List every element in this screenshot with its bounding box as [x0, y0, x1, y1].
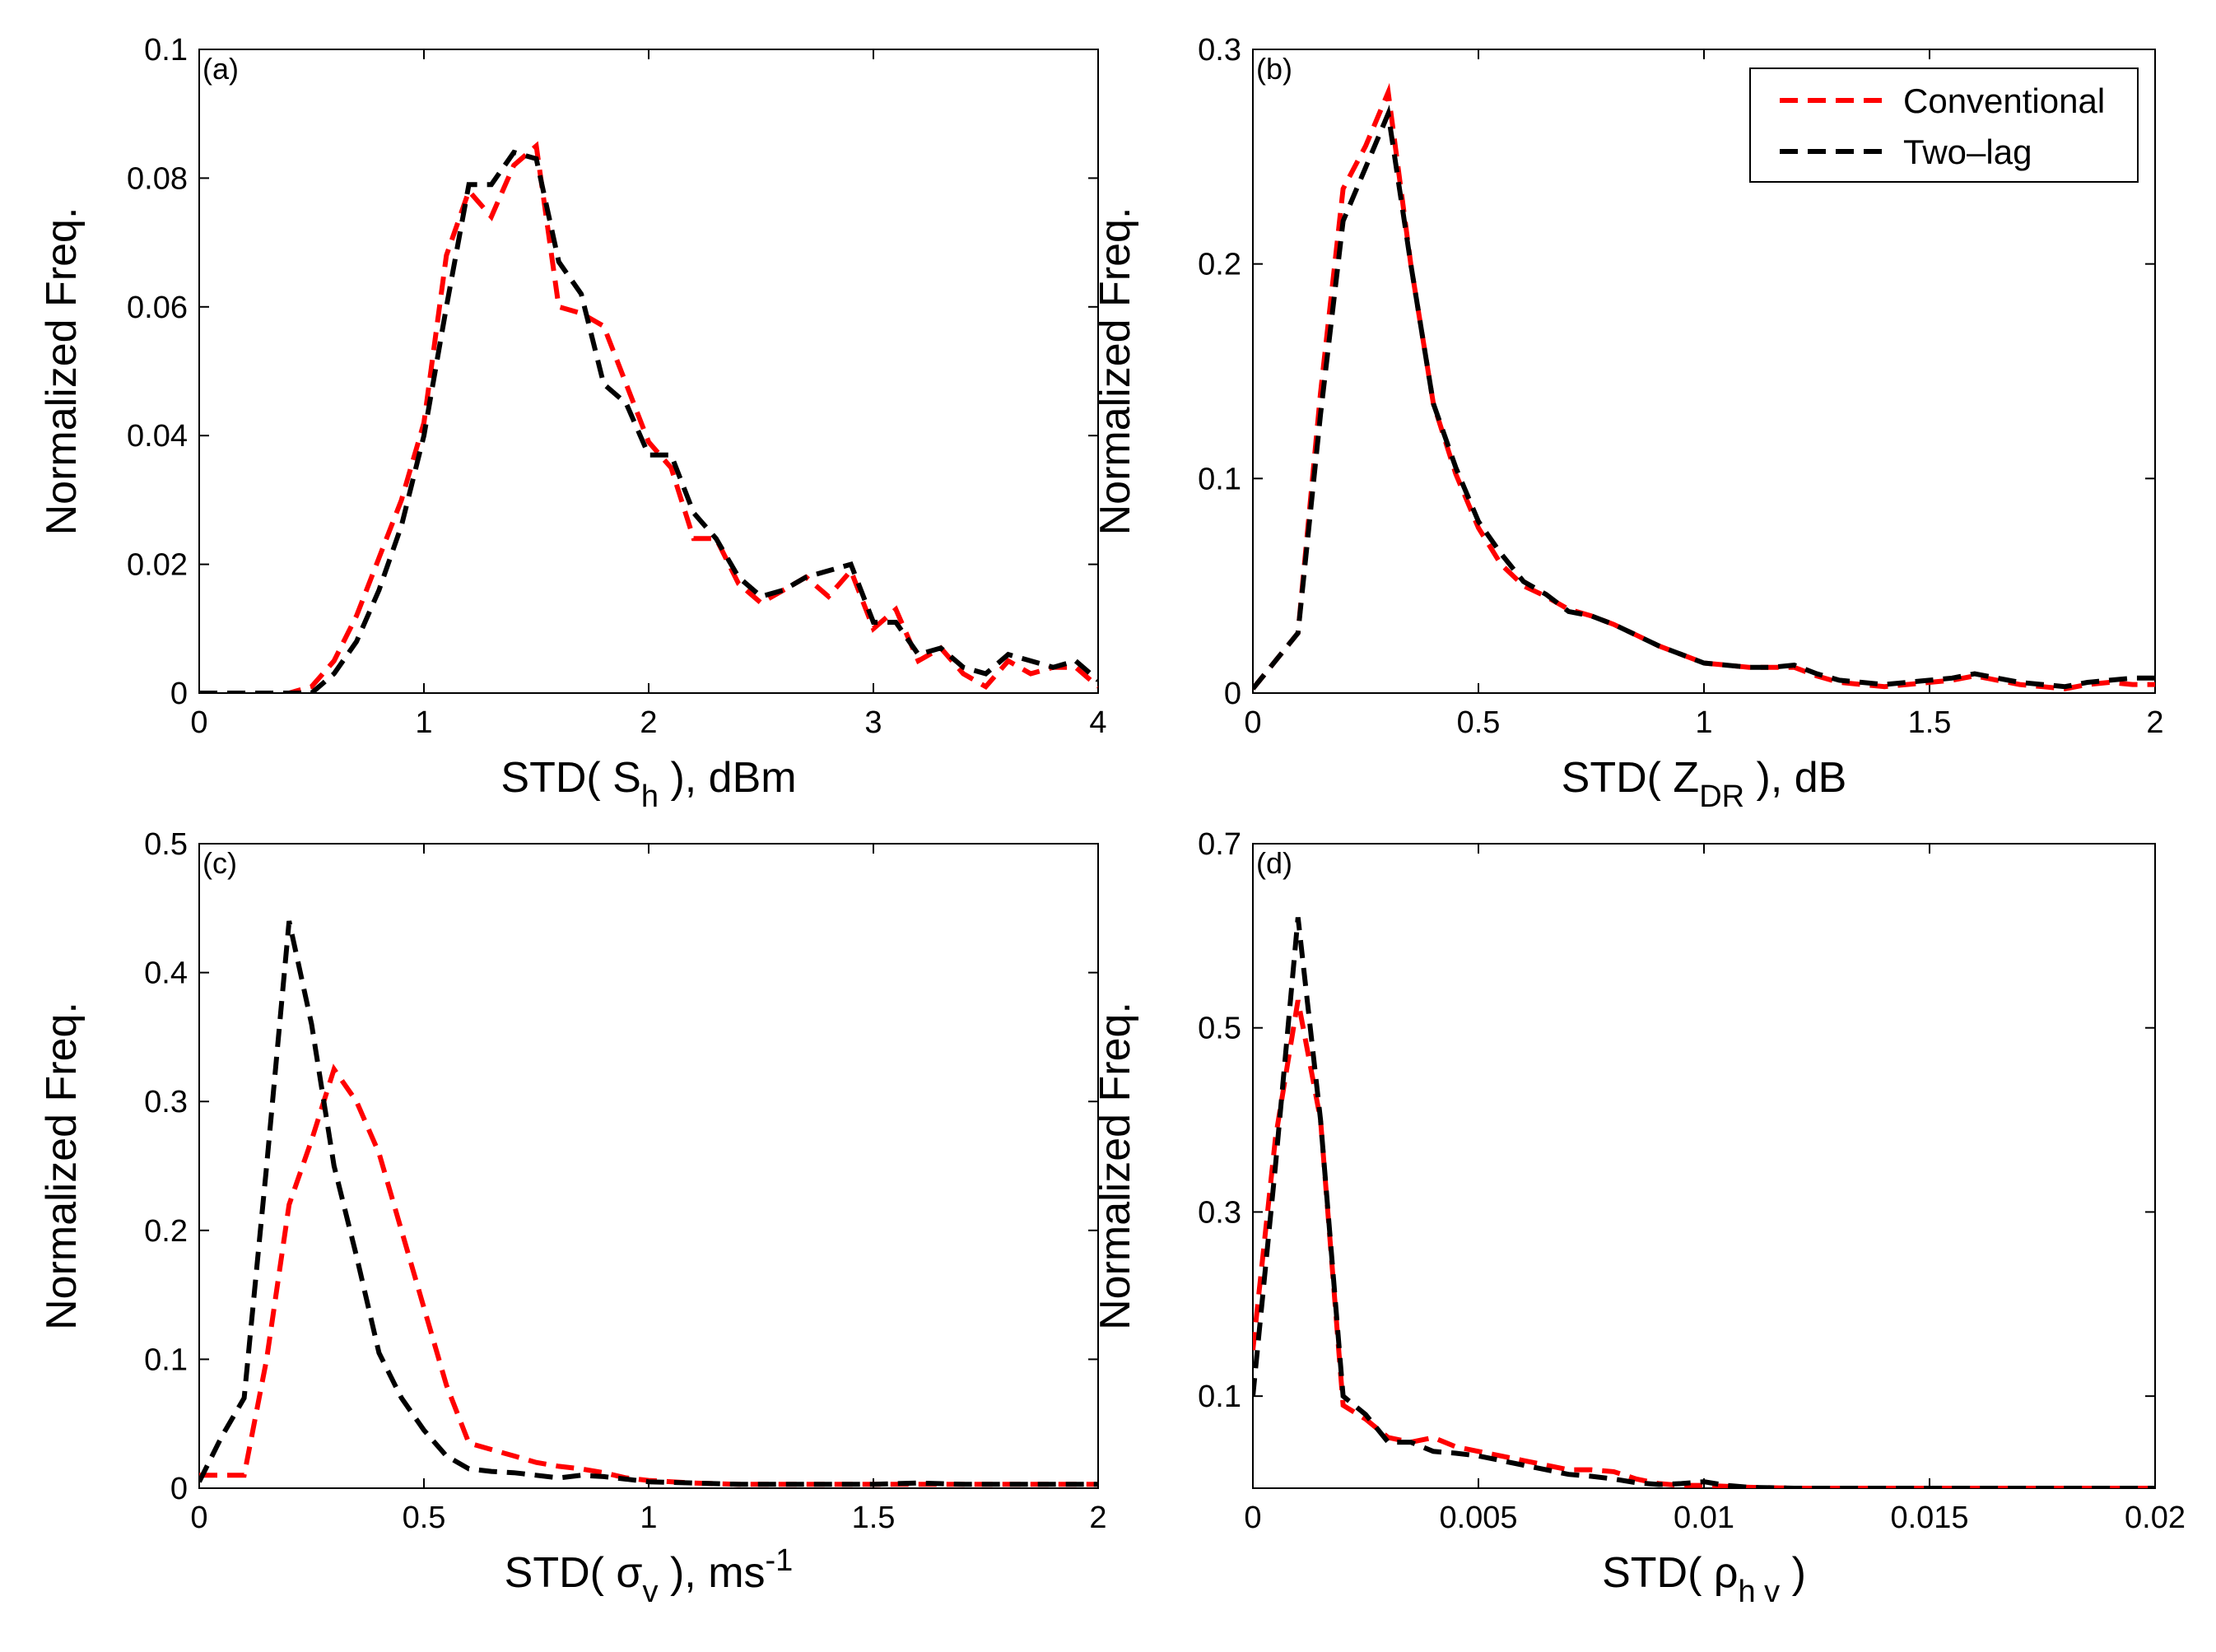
panel-c: 0 0.5 1 1.5 2 0 0.1 0.2 0.3 0.4 0.5 (c) Normalized F… [38, 827, 1107, 1609]
y-tick-label: 0.5 [144, 827, 188, 862]
y-tick-label: 0.1 [144, 33, 188, 67]
x-tick-label: 4 [1089, 705, 1106, 740]
x-tick-label: 0 [190, 1501, 207, 1535]
series-line-two-lag [199, 149, 1098, 693]
y-tick-label: 0.3 [1198, 33, 1241, 67]
x-label-subscript: h [641, 779, 659, 814]
x-tick-label: 0 [1244, 1501, 1261, 1535]
x-label-text: STD( σ [505, 1549, 643, 1597]
y-axis-label: Normalized Freq. [1092, 207, 1139, 536]
x-label-text: STD( S [500, 754, 640, 802]
y-tick-label: 0.1 [1198, 1380, 1241, 1414]
series-line-two-lag [199, 920, 1098, 1487]
y-tick-label: 0.7 [1198, 827, 1241, 862]
x-tick-label: 0 [1244, 705, 1261, 740]
y-tick-label: 0.02 [127, 548, 188, 583]
y-tick-label: 0.1 [144, 1343, 188, 1377]
x-tick-label: 2 [2146, 705, 2163, 740]
series-line-conventional [1253, 82, 2155, 691]
x-label-text: STD( ρ [1602, 1549, 1738, 1597]
x-tick-label: 0.01 [1674, 1501, 1734, 1535]
x-label-text: STD( Z [1562, 754, 1700, 802]
x-label-subscript: v [643, 1575, 659, 1609]
legend: Conventional Two–lag [1749, 67, 2139, 183]
y-tick-label: 0 [170, 1472, 188, 1506]
plot-area [1252, 843, 2156, 1489]
x-axis-label: STD( ρh v ) [1602, 1549, 1806, 1609]
x-tick-label: 1.5 [852, 1501, 896, 1535]
y-axis-label: Normalized Freq. [1092, 1002, 1139, 1330]
y-tick-label: 0.08 [127, 161, 188, 196]
y-tick-label: 0 [1224, 677, 1241, 711]
x-label-text: ), dBm [659, 754, 797, 802]
y-tick-label: 0.2 [144, 1214, 188, 1249]
x-tick-label: 1 [415, 705, 432, 740]
x-label-text: ), dB [1744, 754, 1846, 802]
panel-label: (a) [203, 52, 239, 86]
x-tick-label: 0.02 [2125, 1501, 2186, 1535]
y-tick-label: 0.06 [127, 291, 188, 325]
x-tick-label: 1.5 [1908, 705, 1952, 740]
x-axis-label: STD( Sh ), dBm [500, 754, 796, 814]
x-tick-label: 2 [640, 705, 657, 740]
legend-label: Conventional [1903, 81, 2105, 120]
x-tick-label: 2 [1089, 1501, 1106, 1535]
x-label-text: ), ms [659, 1549, 766, 1597]
x-tick-label: 1 [1695, 705, 1712, 740]
x-tick-label: 0.005 [1439, 1501, 1517, 1535]
y-tick-label: 0 [170, 677, 188, 711]
panel-label: (b) [1256, 52, 1292, 86]
y-tick-label: 0.1 [1198, 462, 1241, 496]
y-tick-label: 0.4 [144, 956, 188, 991]
x-tick-label: 0 [190, 705, 207, 740]
series-line-conventional [199, 141, 1098, 693]
y-axis-label: Normalized Freq. [38, 1002, 86, 1330]
x-label-text: ) [1780, 1549, 1806, 1597]
y-axis-label: Normalized Freq. [38, 207, 86, 536]
panel-label: (d) [1256, 846, 1292, 880]
x-tick-label: 3 [864, 705, 882, 740]
x-label-subscript: DR [1699, 779, 1744, 814]
y-tick-label: 0.3 [144, 1085, 188, 1119]
x-tick-label: 0.015 [1890, 1501, 1968, 1535]
plot-area [198, 49, 1099, 694]
panel-d: 0 0.005 0.01 0.015 0.02 0.1 0.3 0.5 0.7 (d) Normal… [1092, 827, 2186, 1609]
x-tick-label: 0.5 [1457, 705, 1501, 740]
x-axis-label: STD( σv ), ms-1 [505, 1543, 794, 1609]
y-tick-label: 0.5 [1198, 1012, 1241, 1046]
series-line-two-lag [1253, 917, 2155, 1488]
series-line-two-lag [1253, 105, 2155, 691]
panel-a: 0 1 2 3 4 0 0.02 0.04 0.06 0.08 0.1 (a) Normalized F… [38, 33, 1107, 814]
y-tick-label: 0.04 [127, 419, 188, 454]
x-label-superscript: -1 [766, 1543, 794, 1578]
x-axis-label: STD( ZDR ), dB [1562, 754, 1847, 814]
x-label-subscript: h v [1738, 1575, 1780, 1609]
x-tick-label: 0.5 [403, 1501, 446, 1535]
legend-box [1749, 67, 2139, 183]
y-tick-label: 0.3 [1198, 1195, 1241, 1230]
plot-area [198, 843, 1099, 1489]
legend-label: Two–lag [1903, 133, 2032, 171]
y-tick-label: 0.2 [1198, 248, 1241, 282]
panel-label: (c) [203, 846, 237, 880]
x-tick-label: 1 [640, 1501, 657, 1535]
